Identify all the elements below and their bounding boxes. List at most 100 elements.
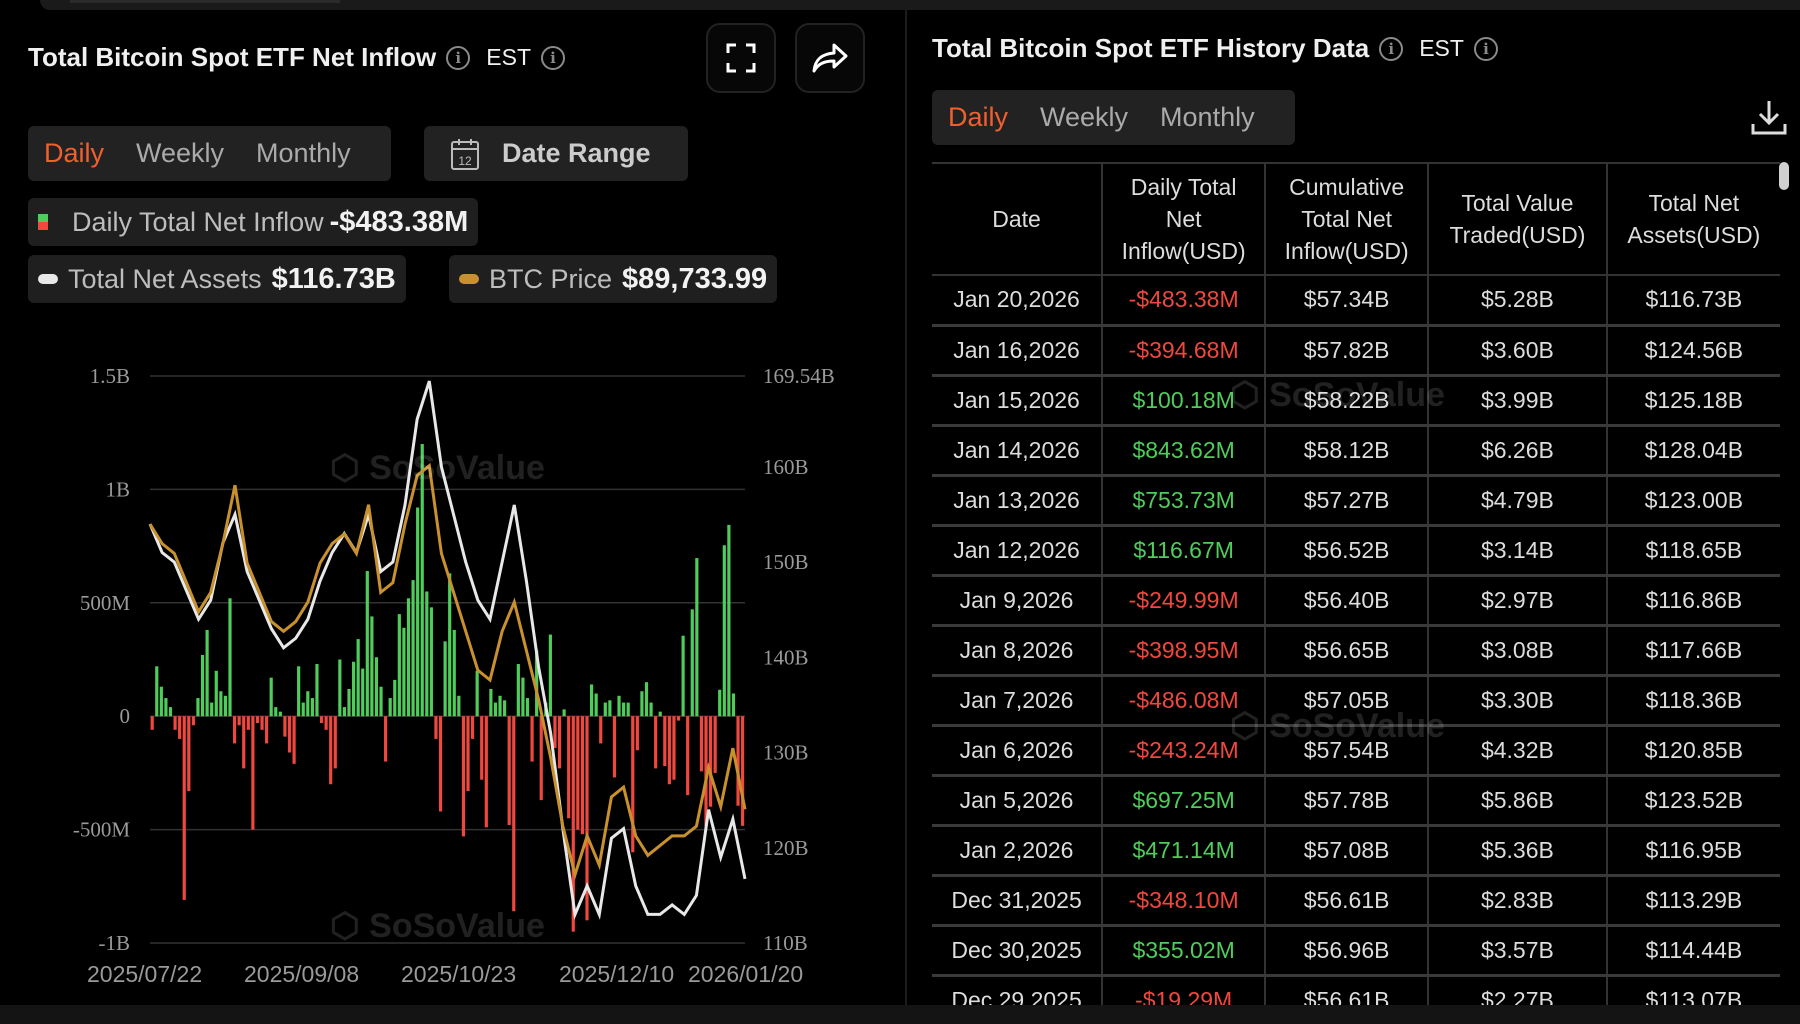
inflow-bar — [557, 716, 562, 769]
inflow-bar — [695, 558, 699, 717]
inflow-bar — [406, 598, 411, 717]
inflow-bar — [539, 716, 543, 801]
info-icon[interactable]: i — [1473, 36, 1498, 61]
table-row[interactable]: Dec 29,2025 -$19.29M $56.61B $2.27B $113.07B — [932, 975, 1780, 1005]
table-scrollbar[interactable] — [1779, 162, 1789, 190]
table-cell: $116.67M — [1101, 525, 1267, 577]
table-cell: $123.00B — [1605, 475, 1780, 527]
left-axis-tick: -500M — [73, 818, 130, 842]
price-legend[interactable]: BTC Price $89,733.99 — [449, 255, 778, 303]
table-cell: $116.86B — [1605, 575, 1780, 627]
table-row[interactable]: Jan 16,2026 -$394.68M $57.82B $3.60B $124.56… — [932, 325, 1780, 377]
table-row[interactable]: Dec 30,2025 $355.02M $56.96B $3.57B $114.44B — [932, 925, 1780, 977]
table-cell: Jan 6,2026 — [932, 725, 1104, 777]
tab-daily[interactable]: Daily — [948, 102, 1009, 132]
inflow-bar — [608, 700, 612, 717]
table-title-row: Total Bitcoin Spot ETF History Data i ES… — [932, 33, 1498, 64]
inflow-bar — [388, 698, 392, 717]
inflow-bar — [232, 716, 237, 744]
inflow-bar — [434, 716, 438, 739]
inflow-bar — [589, 684, 594, 717]
left-axis-tick: 1B — [105, 477, 130, 501]
table-cell: Dec 31,2025 — [932, 875, 1104, 927]
table-row[interactable]: Jan 13,2026 $753.73M $57.27B $4.79B $123.00B — [932, 475, 1780, 527]
table-cell: $57.78B — [1264, 775, 1430, 827]
inflow-bar — [489, 688, 493, 717]
inflow-bar — [168, 707, 173, 717]
column-header: Total Value Traded(USD) — [1427, 163, 1608, 276]
assets-label: Total Net Assets — [68, 263, 262, 294]
inflow-bar — [498, 695, 502, 717]
tab-monthly[interactable]: Monthly — [1160, 102, 1255, 132]
inflow-bar — [228, 598, 232, 717]
table-cell: $753.73M — [1101, 475, 1267, 527]
inflow-bar — [324, 716, 328, 730]
table-cell: $57.54B — [1264, 725, 1430, 777]
table-cell: $56.61B — [1264, 975, 1430, 1005]
column-header: Date — [932, 163, 1104, 276]
inflow-bar — [603, 702, 607, 717]
table-row[interactable]: Dec 31,2025 -$348.10M $56.61B $2.83B $113.29… — [932, 875, 1780, 927]
table-cell: $56.65B — [1264, 625, 1430, 677]
date-range-button[interactable]: 12 Date Range — [424, 126, 688, 181]
inflow-bar — [182, 716, 186, 900]
inflow-bar — [274, 707, 278, 717]
table-cell: $843.62M — [1101, 425, 1267, 477]
table-cell: Jan 16,2026 — [932, 325, 1104, 377]
info-icon[interactable]: i — [541, 45, 565, 70]
tab-weekly[interactable]: Weekly — [1040, 102, 1129, 132]
tab-weekly[interactable]: Weekly — [136, 138, 225, 168]
table-cell: $128.04B — [1605, 425, 1780, 477]
inflow-bar — [466, 716, 470, 792]
info-icon[interactable]: i — [446, 45, 471, 70]
inflow-bar — [159, 686, 163, 717]
assets-legend[interactable]: Total Net Assets $116.73B — [28, 255, 406, 303]
inflow-bar — [635, 716, 639, 751]
info-icon[interactable]: i — [1379, 36, 1404, 61]
column-header: Daily Total Net Inflow(USD) — [1101, 163, 1267, 276]
tab-daily[interactable]: Daily — [44, 138, 105, 168]
table-row[interactable]: Jan 7,2026 -$486.08M $57.05B $3.30B $118.36B — [932, 675, 1780, 727]
table-row[interactable]: Jan 12,2026 $116.67M $56.52B $3.14B $118.65B — [932, 525, 1780, 577]
inflow-bar — [548, 634, 552, 717]
inflow-bar — [416, 507, 420, 717]
inflow-bar — [599, 716, 603, 744]
right-axis-tick: 140B — [763, 645, 809, 669]
inflow-bar — [516, 664, 520, 717]
svg-text:12: 12 — [458, 154, 472, 168]
fullscreen-button[interactable] — [706, 23, 776, 93]
table-cell: $56.40B — [1264, 575, 1430, 627]
table-row[interactable]: Jan 8,2026 -$398.95M $56.65B $3.08B $117.66B — [932, 625, 1780, 677]
table-row[interactable]: Jan 20,2026 -$483.38M $57.34B $5.28B $116.73… — [932, 275, 1780, 327]
inflow-bar — [475, 670, 479, 717]
inflow-bar — [512, 716, 516, 912]
table-row[interactable]: Jan 2,2026 $471.14M $57.08B $5.36B $116.95B — [932, 825, 1780, 877]
table-row[interactable]: Jan 9,2026 -$249.99M $56.40B $2.97B $116.86B — [932, 575, 1780, 627]
table-cell: $56.96B — [1264, 925, 1430, 977]
download-icon[interactable] — [1750, 98, 1788, 136]
inflow-bar — [722, 545, 726, 717]
history-table: Date Daily Total Net Inflow(USD) Cumulative T… — [932, 162, 1780, 1005]
table-row[interactable]: Jan 14,2026 $843.62M $58.12B $6.26B $128.04B — [932, 425, 1780, 477]
table-row[interactable]: Jan 5,2026 $697.25M $57.78B $5.86B $123.52B — [932, 775, 1780, 827]
inflow-bar — [663, 716, 667, 767]
table-row[interactable]: Jan 6,2026 -$243.24M $57.54B $4.32B $120.85B — [932, 725, 1780, 777]
inflow-bar — [365, 571, 369, 717]
assets-swatch-icon — [38, 274, 58, 284]
tab-monthly[interactable]: Monthly — [256, 138, 351, 168]
inflow-legend[interactable]: Daily Total Net Inflow -$483.38M — [28, 198, 479, 246]
share-icon — [812, 43, 848, 73]
table-cell: -$483.38M — [1101, 275, 1267, 327]
share-button[interactable] — [795, 23, 865, 93]
date-range-label: Date Range — [502, 138, 651, 168]
table-cell: $58.22B — [1264, 375, 1430, 427]
inflow-bar — [493, 702, 498, 717]
table-cell: $3.99B — [1427, 375, 1608, 427]
inflow-bar — [713, 716, 717, 773]
table-cell: $113.07B — [1605, 975, 1780, 1005]
table-cell: -$348.10M — [1101, 875, 1267, 927]
column-header: Cumulative Total Net Inflow(USD) — [1264, 163, 1430, 276]
watermark-logo: ⬡ SoSoValue — [1230, 376, 1445, 414]
inflow-bar — [521, 677, 525, 717]
table-row[interactable]: Jan 15,2026 $100.18M $58.22B $3.99B $125.18B — [932, 375, 1780, 427]
